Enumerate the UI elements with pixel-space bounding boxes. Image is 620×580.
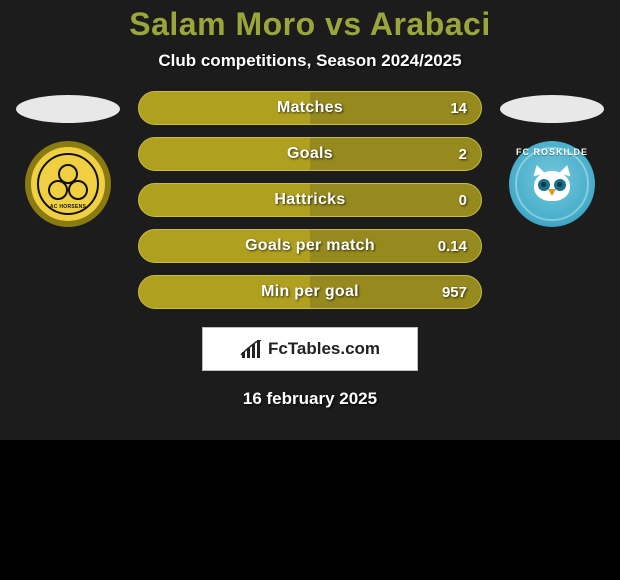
stat-value-right: 2	[459, 146, 467, 163]
stat-label: Matches	[277, 99, 343, 117]
content-row: AC HORSENS Matches 14 Goals 2 Hattricks …	[0, 91, 620, 309]
club-badge-left-text: AC HORSENS	[50, 204, 86, 210]
stat-bar-goals-per-match: Goals per match 0.14	[138, 229, 482, 263]
stat-value-right: 0	[459, 192, 467, 209]
stat-label: Hattricks	[274, 191, 345, 209]
player-right-column: FC ROSKILDE	[496, 91, 608, 227]
club-badge-right: FC ROSKILDE	[509, 141, 595, 227]
stat-bar-matches: Matches 14	[138, 91, 482, 125]
owl-icon	[530, 167, 574, 211]
player-left-column: AC HORSENS	[12, 91, 124, 227]
brand-text: FcTables.com	[268, 339, 380, 359]
horsens-rings-icon	[48, 164, 88, 204]
stat-value-right: 957	[442, 284, 467, 301]
club-badge-left-inner: AC HORSENS	[37, 153, 99, 215]
stat-bar-hattricks: Hattricks 0	[138, 183, 482, 217]
stat-label: Goals	[287, 145, 333, 163]
stat-bar-min-per-goal: Min per goal 957	[138, 275, 482, 309]
comparison-card: Salam Moro vs Arabaci Club competitions,…	[0, 0, 620, 440]
brand-link[interactable]: FcTables.com	[202, 327, 418, 371]
stat-bar-goals: Goals 2	[138, 137, 482, 171]
date-text: 16 february 2025	[0, 389, 620, 409]
page-title: Salam Moro vs Arabaci	[0, 6, 620, 43]
player-left-photo-placeholder	[16, 95, 120, 123]
brand-chart-icon	[240, 340, 262, 358]
subtitle: Club competitions, Season 2024/2025	[0, 51, 620, 71]
stat-value-right: 14	[450, 100, 467, 117]
player-right-photo-placeholder	[500, 95, 604, 123]
stats-list: Matches 14 Goals 2 Hattricks 0 Goals per…	[138, 91, 482, 309]
stat-value-right: 0.14	[438, 238, 467, 255]
club-badge-left: AC HORSENS	[25, 141, 111, 227]
club-badge-right-text: FC ROSKILDE	[509, 147, 595, 157]
stat-label: Goals per match	[245, 237, 375, 255]
stat-label: Min per goal	[261, 283, 359, 301]
